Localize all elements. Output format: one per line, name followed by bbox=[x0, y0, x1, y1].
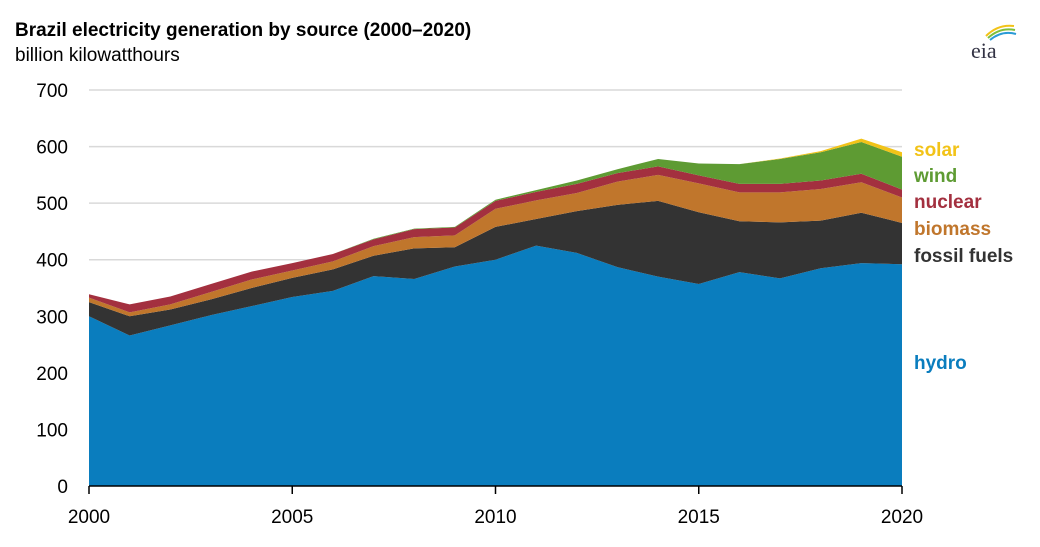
y-tick-label: 500 bbox=[36, 194, 68, 215]
area-fossil-fuels bbox=[89, 200, 902, 336]
x-tick-label: 2005 bbox=[271, 507, 313, 528]
y-axis-unit-label: billion kilowatthours bbox=[15, 45, 180, 66]
series-label-nuclear: nuclear bbox=[914, 192, 982, 213]
x-tick-label: 2020 bbox=[881, 507, 923, 528]
eia-logo: eia bbox=[968, 18, 1018, 62]
y-tick-label: 700 bbox=[36, 81, 68, 102]
series-label-fossil-fuels: fossil fuels bbox=[914, 246, 1013, 267]
area-nuclear bbox=[89, 166, 902, 313]
series-label-wind: wind bbox=[913, 166, 957, 187]
y-tick-label: 200 bbox=[36, 364, 68, 385]
area-hydro bbox=[89, 245, 902, 486]
x-tick-label: 2000 bbox=[68, 507, 110, 528]
y-tick-label: 300 bbox=[36, 307, 68, 328]
x-tick-label: 2010 bbox=[474, 507, 516, 528]
area-biomass bbox=[89, 174, 902, 317]
series-label-solar: solar bbox=[914, 140, 960, 161]
y-tick-label: 400 bbox=[36, 251, 68, 272]
y-tick-label: 100 bbox=[36, 420, 68, 441]
area-wind bbox=[89, 142, 902, 305]
chart-title: Brazil electricity generation by source … bbox=[15, 20, 472, 41]
x-tick-label: 2015 bbox=[678, 507, 720, 528]
series-label-biomass: biomass bbox=[914, 219, 991, 240]
y-tick-label: 600 bbox=[36, 138, 68, 159]
y-tick-label: 0 bbox=[57, 477, 68, 498]
series-label-hydro: hydro bbox=[914, 353, 967, 374]
svg-text:eia: eia bbox=[971, 38, 997, 62]
